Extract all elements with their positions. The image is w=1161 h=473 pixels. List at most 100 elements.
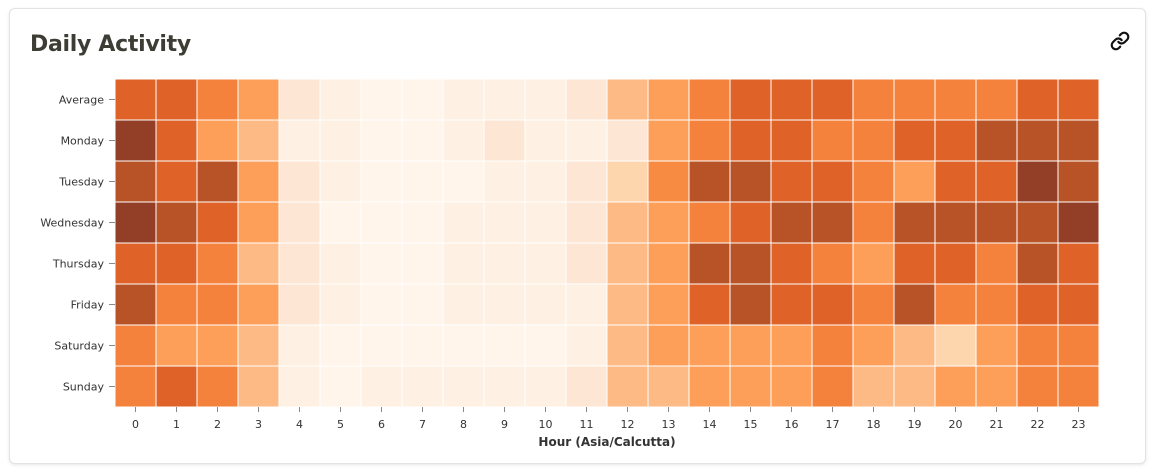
heatmap-cell (565, 242, 608, 285)
heatmap-cell (278, 201, 321, 244)
heatmap-cell (852, 283, 895, 326)
heatmap-cell (278, 365, 321, 408)
heatmap-cell (688, 283, 731, 326)
heatmap-cell (565, 160, 608, 203)
heatmap-cell (442, 119, 485, 162)
heatmap-cell (442, 365, 485, 408)
heatmap-cell (114, 283, 157, 326)
heatmap-cell (852, 119, 895, 162)
heatmap-cell (237, 242, 280, 285)
card-title: Daily Activity (30, 32, 191, 57)
heatmap-cell (893, 78, 936, 121)
heatmap-cell (442, 160, 485, 203)
heatmap-cell (770, 324, 813, 367)
y-tick-label: Monday (61, 135, 105, 148)
y-tick-label: Thursday (52, 258, 105, 271)
heatmap-cell (688, 365, 731, 408)
heatmap-cell (1016, 201, 1059, 244)
heatmap-cell (442, 78, 485, 121)
x-tick-label: 5 (337, 418, 344, 431)
y-tick-label: Friday (71, 299, 105, 312)
heatmap-cell (401, 78, 444, 121)
x-tick-label: 21 (990, 418, 1004, 431)
heatmap-cell (729, 324, 772, 367)
heatmap-cell (237, 78, 280, 121)
heatmap-cell (852, 201, 895, 244)
heatmap-cell (975, 201, 1018, 244)
heatmap-cell (319, 242, 362, 285)
heatmap-cell (1016, 283, 1059, 326)
heatmap-cell (688, 242, 731, 285)
heatmap-cell (729, 119, 772, 162)
heatmap-cell (360, 119, 403, 162)
heatmap-cell (565, 324, 608, 367)
heatmap-cell (237, 160, 280, 203)
heatmap-cell (483, 242, 526, 285)
heatmap-cell (770, 78, 813, 121)
heatmap-cell (401, 283, 444, 326)
heatmap-cell (1016, 78, 1059, 121)
heatmap-cell (196, 201, 239, 244)
heatmap-cell (934, 365, 977, 408)
heatmap-cell (1016, 365, 1059, 408)
x-axis-labels: 0 1 2 3 4 5 6 7 8 9 10 11 12 13 14 15 16 17 18 19 20 21 22 23 (132, 407, 1086, 431)
heatmap-cell (606, 119, 649, 162)
heatmap-cell (1057, 324, 1100, 367)
heatmap-cell (934, 78, 977, 121)
heatmap-cell (114, 78, 157, 121)
heatmap-cell (647, 119, 690, 162)
heatmap-cell (688, 78, 731, 121)
heatmap-cell (606, 324, 649, 367)
x-tick-label: 16 (785, 418, 799, 431)
heatmap-cell (811, 365, 854, 408)
x-tick-label: 8 (460, 418, 467, 431)
heatmap-cell (401, 160, 444, 203)
heatmap-cell (811, 201, 854, 244)
heatmap-cell (196, 365, 239, 408)
heatmap-cell (196, 160, 239, 203)
heatmap-cell (688, 324, 731, 367)
heatmap-cell (606, 283, 649, 326)
heatmap-cell (688, 119, 731, 162)
heatmap-cell (442, 283, 485, 326)
heatmap-cell (934, 324, 977, 367)
heatmap-cell (729, 242, 772, 285)
heatmap-cell (975, 283, 1018, 326)
heatmap-cell (852, 324, 895, 367)
heatmap-cell (196, 283, 239, 326)
heatmap-cell (934, 119, 977, 162)
heatmap-cell (647, 78, 690, 121)
x-tick-label: 14 (703, 418, 717, 431)
heatmap-cell (852, 160, 895, 203)
heatmap-cell (647, 242, 690, 285)
heatmap-cell (1057, 365, 1100, 408)
heatmap-cell (975, 160, 1018, 203)
heatmap-cell (1057, 201, 1100, 244)
heatmap-cell (114, 119, 157, 162)
heatmap-cell (155, 201, 198, 244)
heatmap-cell (114, 201, 157, 244)
heatmap-cell (975, 78, 1018, 121)
heatmap-cell (360, 201, 403, 244)
heatmap-cell (155, 119, 198, 162)
heatmap-cell (442, 242, 485, 285)
heatmap-cell (483, 365, 526, 408)
heatmap-cell (934, 160, 977, 203)
heatmap-cell (524, 201, 567, 244)
heatmap-cell (770, 365, 813, 408)
permalink-button[interactable] (1110, 31, 1130, 51)
heatmap-cell (483, 160, 526, 203)
link-icon (1110, 31, 1130, 51)
y-tick-label: Saturday (54, 340, 104, 353)
x-tick-label: 23 (1072, 418, 1086, 431)
heatmap-cell (524, 78, 567, 121)
heatmap-cell (770, 201, 813, 244)
heatmap-cell (811, 283, 854, 326)
heatmap-cell (647, 201, 690, 244)
heatmap-cell (770, 242, 813, 285)
heatmap-cell (524, 324, 567, 367)
heatmap-cell (524, 365, 567, 408)
x-tick-label: 4 (296, 418, 303, 431)
heatmap-cell (360, 324, 403, 367)
